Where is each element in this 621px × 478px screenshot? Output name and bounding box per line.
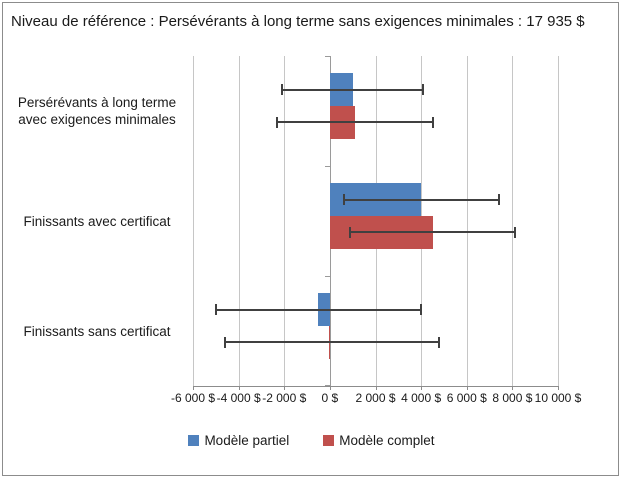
error-bar: [281, 88, 424, 91]
gridline: [512, 56, 514, 386]
gridline: [284, 56, 286, 386]
x-tick-label: 0 $: [321, 391, 339, 405]
category-axis-labels: Persérévants à long terme avec exigences…: [5, 56, 189, 386]
plot-area: [193, 56, 559, 390]
x-tick-label: 10 000 $: [534, 391, 582, 405]
x-axis-tick: [512, 386, 514, 390]
x-axis-tick: [329, 386, 331, 390]
legend-item-modele-complet: Modèle complet: [323, 433, 435, 448]
error-bar: [277, 121, 433, 123]
x-axis-tick: [558, 386, 559, 390]
x-tick-label: 6 000 $: [446, 391, 487, 405]
category-axis-tick: [324, 385, 330, 386]
error-bar-cap-left: [349, 226, 352, 238]
x-tick-label: 4 000 $: [401, 391, 442, 405]
category-axis-tick: [324, 166, 330, 167]
error-bar-cap-right: [497, 194, 500, 205]
x-axis-tick: [466, 386, 468, 390]
chart-title: Niveau de référence : Persévérants à lon…: [11, 13, 585, 30]
x-axis-tick: [421, 386, 423, 390]
category-axis-tick: [324, 276, 330, 277]
error-bar-cap-left: [223, 336, 226, 348]
gridline: [466, 56, 468, 386]
x-axis-tick: [193, 386, 194, 390]
error-bar: [224, 341, 440, 343]
gridline: [558, 56, 559, 386]
x-axis-tick: [238, 386, 240, 390]
error-bar-cap-right: [438, 336, 441, 348]
legend-item-modele-partiel: Modèle partiel: [188, 433, 289, 448]
error-bar-cap-left: [276, 116, 279, 128]
error-bar-cap-left: [214, 304, 217, 315]
category-label: Finissants avec certificat: [23, 213, 171, 229]
x-tick-label: 2 000 $: [355, 391, 396, 405]
gridline: [193, 56, 194, 386]
error-bar-cap-right: [420, 304, 423, 315]
x-axis-tick: [284, 386, 286, 390]
legend-label: Modèle partiel: [204, 433, 290, 448]
x-tick-label: -2 000 $: [262, 391, 307, 405]
error-bar-cap-right: [422, 84, 425, 95]
legend-swatch-complete-icon: [323, 435, 335, 446]
error-bar-cap-left: [342, 194, 345, 205]
category-label: Finissants sans certificat: [23, 323, 171, 339]
error-bar: [350, 231, 515, 233]
x-axis-line: [193, 386, 558, 387]
error-bar: [343, 198, 499, 201]
x-tick-label: -6 000 $: [170, 391, 216, 405]
x-tick-label: 8 000 $: [492, 391, 533, 405]
error-bar-cap-right: [431, 116, 434, 128]
legend: Modèle partiel Modèle complet: [3, 433, 618, 448]
x-axis-tick: [375, 386, 377, 390]
error-bar: [215, 308, 422, 311]
x-tick-label: -4 000 $: [216, 391, 261, 405]
legend-swatch-partial-icon: [188, 435, 200, 446]
error-bar-cap-right: [513, 226, 516, 238]
category-label: Persérévants à long terme avec exigences…: [17, 95, 177, 127]
category-axis-tick: [324, 56, 330, 57]
legend-label: Modèle complet: [339, 433, 435, 448]
gridline: [238, 56, 240, 386]
x-axis-tick-labels: -6 000 $ -4 000 $ -2 000 $ 0 $ 2 000 $ 4 000 …: [3, 391, 618, 407]
error-bar-cap-left: [280, 84, 283, 95]
